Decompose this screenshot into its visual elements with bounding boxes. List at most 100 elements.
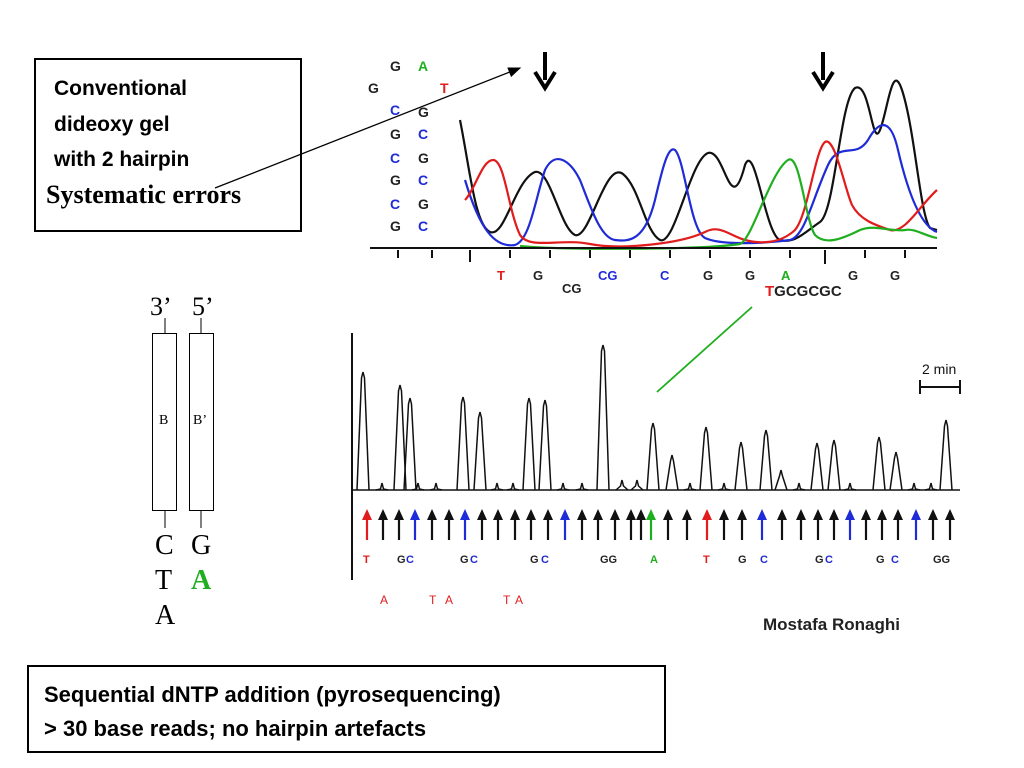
pyrogram-peak bbox=[939, 419, 953, 491]
nucleotide-arrow-head bbox=[560, 509, 570, 520]
pyrogram-peak bbox=[717, 482, 731, 491]
hairpin-end-5prime: 5’ bbox=[192, 292, 214, 321]
nucleotide-arrow-head bbox=[928, 509, 938, 520]
nucleotide-arrow bbox=[560, 509, 570, 540]
nucleotide-arrow-head bbox=[577, 509, 587, 520]
pyrogram-peak bbox=[429, 482, 443, 491]
nucleotide-arrow-head bbox=[477, 509, 487, 520]
pyrogram-peak bbox=[759, 429, 773, 491]
call-g: G bbox=[890, 268, 900, 283]
strand-b-box bbox=[152, 333, 177, 511]
nucleotide-arrow-head bbox=[682, 509, 692, 520]
nucleotide-arrow bbox=[845, 509, 855, 540]
left-base-1: C bbox=[155, 530, 174, 561]
nucleotide-arrow-head bbox=[646, 509, 656, 520]
nucleotide-arrow bbox=[757, 509, 767, 540]
nucleotide-arrow-head bbox=[510, 509, 520, 520]
pyro-label: C bbox=[541, 554, 549, 566]
pyrogram-peak bbox=[827, 439, 841, 491]
nucleotide-arrow-head bbox=[636, 509, 646, 520]
nucleotide-arrow bbox=[702, 509, 712, 540]
dideoxy-line-1: Conventional bbox=[54, 77, 188, 100]
call-c: C bbox=[660, 268, 670, 283]
trace-black bbox=[458, 79, 938, 242]
pyrogram-peak bbox=[665, 454, 679, 491]
pyrogram-peak bbox=[538, 399, 552, 491]
nucleotide-arrow-head bbox=[719, 509, 729, 520]
gel-right-base: A bbox=[418, 58, 429, 74]
nucleotide-arrow bbox=[829, 509, 839, 540]
dideoxy-box: Conventional dideoxy gel with 2 hairpin … bbox=[34, 58, 302, 232]
pyrogram-peak bbox=[810, 442, 824, 491]
nucleotide-arrow bbox=[893, 509, 903, 540]
pyrogram-peak bbox=[522, 397, 536, 491]
nucleotide-arrow bbox=[378, 509, 388, 540]
gel-left-base: G bbox=[390, 126, 401, 142]
nucleotide-arrow-head bbox=[911, 509, 921, 520]
gel-right-base: G bbox=[418, 104, 429, 120]
pyro-label: C bbox=[470, 554, 478, 566]
down-arrow-2 bbox=[811, 52, 835, 92]
pyro-label: A bbox=[650, 554, 658, 566]
nucleotide-arrow-head bbox=[796, 509, 806, 520]
gel-right-base-t: T bbox=[440, 80, 449, 96]
nucleotide-arrow bbox=[362, 509, 372, 540]
nucleotide-arrow-head bbox=[663, 509, 673, 520]
nucleotide-arrow bbox=[410, 509, 420, 540]
pyrogram-peak bbox=[556, 482, 570, 491]
nucleotide-arrow-head bbox=[427, 509, 437, 520]
pyrogram-peak bbox=[683, 482, 697, 491]
pyrogram-peak bbox=[734, 441, 748, 491]
pyrogram-error-letters: A T A T A bbox=[380, 593, 523, 607]
nucleotide-arrow bbox=[543, 509, 553, 540]
trace-green bbox=[519, 158, 938, 250]
nucleotide-arrow bbox=[477, 509, 487, 540]
gel-left-base: G bbox=[390, 218, 401, 234]
nucleotide-arrow bbox=[861, 509, 871, 540]
nucleotide-arrow bbox=[444, 509, 454, 540]
strand-b-prime-box bbox=[189, 333, 214, 511]
pyro-label: G bbox=[876, 554, 885, 566]
chromatogram-base-calls: T G CG CG C G G A G G TGCGCGC bbox=[497, 268, 900, 300]
nucleotide-arrow bbox=[719, 509, 729, 540]
pyrogram-peak bbox=[630, 479, 644, 491]
nucleotide-arrow-head bbox=[861, 509, 871, 520]
down-arrow-1 bbox=[533, 52, 557, 92]
pyrogram-peak bbox=[872, 436, 886, 491]
error-letter: T bbox=[429, 593, 437, 607]
pyrogram-peak bbox=[699, 426, 713, 491]
call-g: G bbox=[745, 268, 755, 283]
call-g: G bbox=[703, 268, 713, 283]
nucleotide-arrow bbox=[493, 509, 503, 540]
nucleotide-arrow-head bbox=[444, 509, 454, 520]
pyrogram-peak bbox=[375, 482, 389, 491]
hairpin-end-3prime: 3’ bbox=[150, 292, 172, 321]
pyro-label: C bbox=[406, 554, 414, 566]
call-cg-low: CG bbox=[562, 281, 582, 296]
nucleotide-arrow-head bbox=[362, 509, 372, 520]
scale-bar: 2 min bbox=[919, 361, 961, 394]
pyro-label: G bbox=[738, 554, 747, 566]
nucleotide-arrow-head bbox=[737, 509, 747, 520]
pyro-label: T bbox=[703, 554, 710, 566]
error-letter: T bbox=[503, 593, 511, 607]
error-letter: A bbox=[445, 593, 453, 607]
nucleotide-arrow-head bbox=[460, 509, 470, 520]
gel-left-base: G bbox=[368, 80, 379, 96]
nucleotide-arrow bbox=[796, 509, 806, 540]
gel-left-base: G bbox=[390, 172, 401, 188]
call-g: G bbox=[533, 268, 543, 283]
trace-blue bbox=[463, 124, 938, 247]
nucleotide-arrow bbox=[945, 509, 955, 540]
nucleotide-arrow bbox=[526, 509, 536, 540]
nucleotide-arrow bbox=[813, 509, 823, 540]
pointer-arrow bbox=[214, 67, 522, 189]
strand-b-prime-label: B’ bbox=[193, 413, 207, 428]
hairpin-read: TGCGCGC bbox=[765, 283, 842, 300]
pyrogram-peak bbox=[596, 344, 610, 491]
nucleotide-arrow bbox=[510, 509, 520, 540]
pyrogram-peak bbox=[843, 482, 857, 491]
pyrogram-peak bbox=[792, 482, 806, 491]
pyrogram-arrows bbox=[362, 509, 955, 540]
